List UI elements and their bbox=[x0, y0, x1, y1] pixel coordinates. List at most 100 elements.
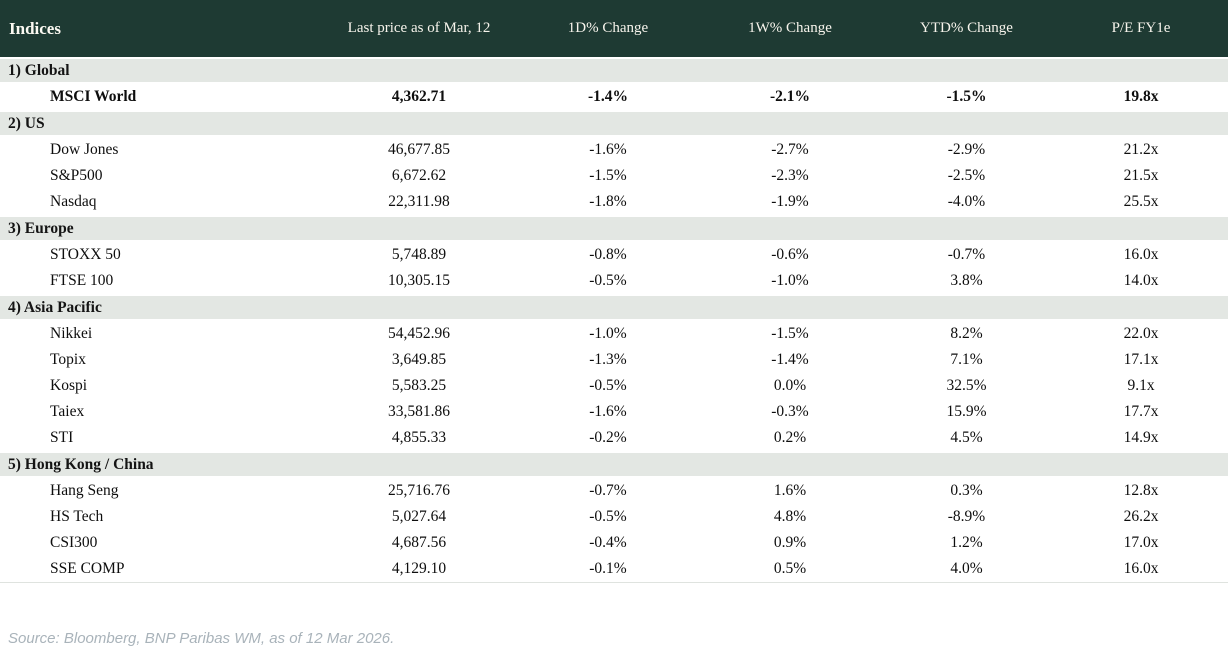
change-1w-value: 0.9% bbox=[701, 530, 879, 556]
change-ytd-value: 4.0% bbox=[879, 556, 1054, 583]
indices-report: Indices Last price as of Mar, 12 1D% Cha… bbox=[0, 0, 1228, 583]
pe-fy1e-value: 26.2x bbox=[1054, 504, 1228, 530]
section-label: 5) Hong Kong / China bbox=[0, 451, 1228, 478]
index-row: HS Tech 5,027.64 -0.5% 4.8% -8.9% 26.2x bbox=[0, 504, 1228, 530]
index-name: HS Tech bbox=[0, 504, 323, 530]
index-row: Nikkei 54,452.96 -1.0% -1.5% 8.2% 22.0x bbox=[0, 320, 1228, 347]
change-1d-value: -1.0% bbox=[515, 320, 701, 347]
change-1d-value: -1.5% bbox=[515, 163, 701, 189]
pe-fy1e-value: 9.1x bbox=[1054, 373, 1228, 399]
change-ytd-value: 32.5% bbox=[879, 373, 1054, 399]
change-1d-value: -0.7% bbox=[515, 477, 701, 504]
change-ytd-value: -8.9% bbox=[879, 504, 1054, 530]
pe-fy1e-value: 19.8x bbox=[1054, 83, 1228, 111]
index-row: Taiex 33,581.86 -1.6% -0.3% 15.9% 17.7x bbox=[0, 399, 1228, 425]
index-row: Nasdaq 22,311.98 -1.8% -1.9% -4.0% 25.5x bbox=[0, 189, 1228, 216]
index-name: Nikkei bbox=[0, 320, 323, 347]
index-row: CSI300 4,687.56 -0.4% 0.9% 1.2% 17.0x bbox=[0, 530, 1228, 556]
last-price-value: 4,362.71 bbox=[323, 83, 515, 111]
change-1d-value: -0.2% bbox=[515, 425, 701, 452]
change-1d-value: -1.6% bbox=[515, 399, 701, 425]
change-ytd-value: -2.9% bbox=[879, 136, 1054, 163]
index-row: Topix 3,649.85 -1.3% -1.4% 7.1% 17.1x bbox=[0, 347, 1228, 373]
column-header-last-price: Last price as of Mar, 12 bbox=[323, 0, 515, 58]
section-label: 4) Asia Pacific bbox=[0, 294, 1228, 321]
change-1w-value: 0.2% bbox=[701, 425, 879, 452]
change-1w-value: -0.3% bbox=[701, 399, 879, 425]
index-name: Taiex bbox=[0, 399, 323, 425]
index-row: STI 4,855.33 -0.2% 0.2% 4.5% 14.9x bbox=[0, 425, 1228, 452]
index-name: Topix bbox=[0, 347, 323, 373]
change-1w-value: -2.1% bbox=[701, 83, 879, 111]
last-price-value: 54,452.96 bbox=[323, 320, 515, 347]
last-price-value: 5,027.64 bbox=[323, 504, 515, 530]
index-name: STI bbox=[0, 425, 323, 452]
change-ytd-value: -1.5% bbox=[879, 83, 1054, 111]
last-price-value: 10,305.15 bbox=[323, 268, 515, 295]
pe-fy1e-value: 12.8x bbox=[1054, 477, 1228, 504]
change-1d-value: -1.3% bbox=[515, 347, 701, 373]
section-row: 5) Hong Kong / China bbox=[0, 451, 1228, 478]
change-ytd-value: 8.2% bbox=[879, 320, 1054, 347]
column-header-ytd-change: YTD% Change bbox=[879, 0, 1054, 58]
change-1w-value: -1.4% bbox=[701, 347, 879, 373]
change-1d-value: -0.5% bbox=[515, 373, 701, 399]
index-row: SSE COMP 4,129.10 -0.1% 0.5% 4.0% 16.0x bbox=[0, 556, 1228, 583]
indices-table-body: 1) Global MSCI World 4,362.71 -1.4% -2.1% -1.… bbox=[0, 57, 1228, 583]
column-header-1d-change: 1D% Change bbox=[515, 0, 701, 58]
change-ytd-value: 4.5% bbox=[879, 425, 1054, 452]
pe-fy1e-value: 17.0x bbox=[1054, 530, 1228, 556]
change-ytd-value: -4.0% bbox=[879, 189, 1054, 216]
change-1w-value: -2.3% bbox=[701, 163, 879, 189]
change-1d-value: -0.4% bbox=[515, 530, 701, 556]
index-name: FTSE 100 bbox=[0, 268, 323, 295]
section-row: 3) Europe bbox=[0, 215, 1228, 242]
last-price-value: 4,855.33 bbox=[323, 425, 515, 452]
pe-fy1e-value: 16.0x bbox=[1054, 241, 1228, 268]
index-name: S&P500 bbox=[0, 163, 323, 189]
section-row: 1) Global bbox=[0, 57, 1228, 84]
pe-fy1e-value: 22.0x bbox=[1054, 320, 1228, 347]
pe-fy1e-value: 21.5x bbox=[1054, 163, 1228, 189]
column-header-pe-fy1e: P/E FY1e bbox=[1054, 0, 1228, 58]
index-row: Hang Seng 25,716.76 -0.7% 1.6% 0.3% 12.8x bbox=[0, 477, 1228, 504]
index-row: Dow Jones 46,677.85 -1.6% -2.7% -2.9% 21.2x bbox=[0, 136, 1228, 163]
change-1d-value: -1.8% bbox=[515, 189, 701, 216]
index-name: Kospi bbox=[0, 373, 323, 399]
table-header: Indices Last price as of Mar, 12 1D% Cha… bbox=[0, 0, 1228, 58]
change-1d-value: -0.1% bbox=[515, 556, 701, 583]
column-header-1w-change: 1W% Change bbox=[701, 0, 879, 58]
last-price-value: 5,583.25 bbox=[323, 373, 515, 399]
change-ytd-value: 15.9% bbox=[879, 399, 1054, 425]
last-price-value: 4,129.10 bbox=[323, 556, 515, 583]
pe-fy1e-value: 17.7x bbox=[1054, 399, 1228, 425]
change-1w-value: 0.0% bbox=[701, 373, 879, 399]
column-header-indices: Indices bbox=[0, 0, 323, 58]
pe-fy1e-value: 25.5x bbox=[1054, 189, 1228, 216]
index-name: Dow Jones bbox=[0, 136, 323, 163]
section-row: 4) Asia Pacific bbox=[0, 294, 1228, 321]
indices-table: Indices Last price as of Mar, 12 1D% Cha… bbox=[0, 0, 1228, 583]
change-ytd-value: -2.5% bbox=[879, 163, 1054, 189]
pe-fy1e-value: 16.0x bbox=[1054, 556, 1228, 583]
change-1d-value: -1.6% bbox=[515, 136, 701, 163]
last-price-value: 46,677.85 bbox=[323, 136, 515, 163]
last-price-value: 4,687.56 bbox=[323, 530, 515, 556]
index-name: Hang Seng bbox=[0, 477, 323, 504]
section-row: 2) US bbox=[0, 110, 1228, 137]
index-row: STOXX 50 5,748.89 -0.8% -0.6% -0.7% 16.0x bbox=[0, 241, 1228, 268]
change-1w-value: 0.5% bbox=[701, 556, 879, 583]
section-label: 1) Global bbox=[0, 57, 1228, 84]
section-label: 2) US bbox=[0, 110, 1228, 137]
change-1w-value: -0.6% bbox=[701, 241, 879, 268]
last-price-value: 33,581.86 bbox=[323, 399, 515, 425]
pe-fy1e-value: 21.2x bbox=[1054, 136, 1228, 163]
change-1w-value: 1.6% bbox=[701, 477, 879, 504]
last-price-value: 25,716.76 bbox=[323, 477, 515, 504]
index-name: STOXX 50 bbox=[0, 241, 323, 268]
pe-fy1e-value: 14.9x bbox=[1054, 425, 1228, 452]
last-price-value: 5,748.89 bbox=[323, 241, 515, 268]
change-ytd-value: 7.1% bbox=[879, 347, 1054, 373]
pe-fy1e-value: 14.0x bbox=[1054, 268, 1228, 295]
header-row: Indices Last price as of Mar, 12 1D% Cha… bbox=[0, 0, 1228, 58]
